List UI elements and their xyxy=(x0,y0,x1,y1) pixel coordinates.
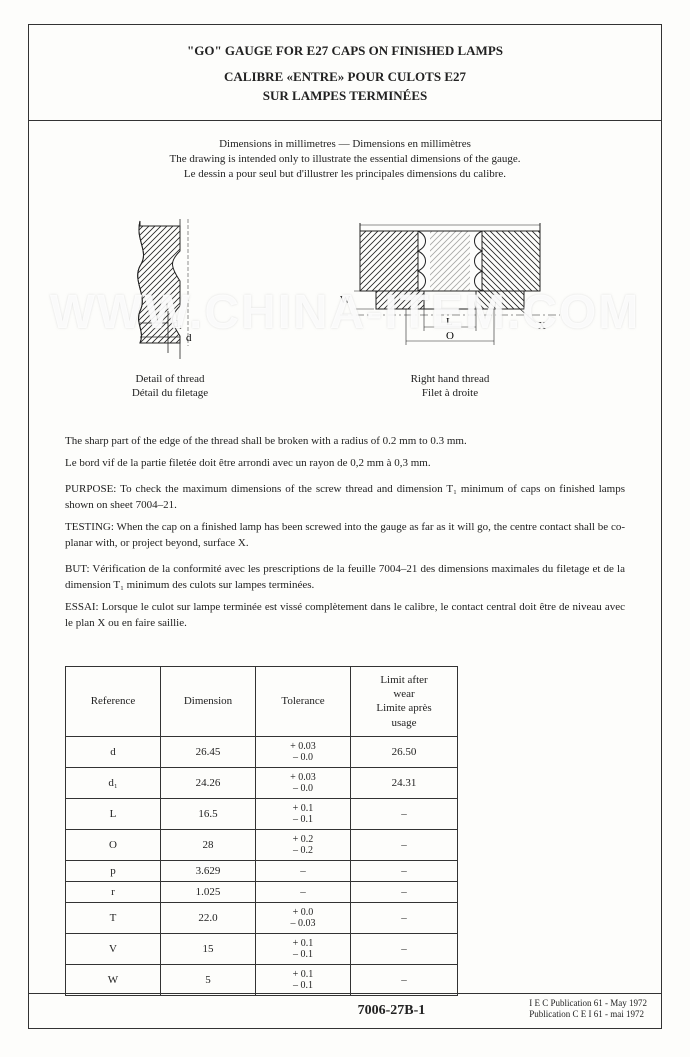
thread-caption-1: Detail of thread xyxy=(110,372,230,386)
thread-detail-svg: d₁ d xyxy=(110,211,230,361)
cell-limit: 26.50 xyxy=(351,736,458,767)
label-O: O xyxy=(446,330,454,342)
cell-reference: O xyxy=(66,829,161,860)
cell-tolerance: + 0.1– 0.1 xyxy=(256,798,351,829)
cell-reference: L xyxy=(66,798,161,829)
title-line-1: "GO" GAUGE FOR E27 CAPS ON FINISHED LAMP… xyxy=(37,41,653,61)
para-1: The sharp part of the edge of the thread… xyxy=(65,434,625,450)
table-row: W5+ 0.1– 0.1– xyxy=(66,964,458,995)
page-root: "GO" GAUGE FOR E27 CAPS ON FINISHED LAMP… xyxy=(0,0,690,1057)
title-line-3: SUR LAMPES TERMINÉES xyxy=(37,86,653,106)
para-2: Le bord vif de la partie filetée doit êt… xyxy=(65,456,625,472)
cell-reference: W xyxy=(66,964,161,995)
cell-reference: V xyxy=(66,933,161,964)
cell-dimension: 1.025 xyxy=(161,881,256,902)
title-block: "GO" GAUGE FOR E27 CAPS ON FINISHED LAMP… xyxy=(29,25,661,121)
cell-tolerance: + 0.1– 0.1 xyxy=(256,964,351,995)
gauge-caption-1: Right hand thread xyxy=(320,372,580,386)
para-4: TESTING: When the cap on a finished lamp… xyxy=(65,520,625,552)
cell-dimension: 24.26 xyxy=(161,767,256,798)
para-3: PURPOSE: To check the maximum dimensions… xyxy=(65,482,625,514)
thread-caption-2: Détail du filetage xyxy=(110,386,230,400)
cell-limit: – xyxy=(351,902,458,933)
cell-limit: – xyxy=(351,798,458,829)
cell-dimension: 3.629 xyxy=(161,860,256,881)
cell-dimension: 28 xyxy=(161,829,256,860)
figures-row: d₁ d Detail of thread Détail du filetage xyxy=(65,211,625,401)
th-reference: Reference xyxy=(66,666,161,736)
dim-note-l2: The drawing is intended only to illustra… xyxy=(65,152,625,167)
title-line-2: CALIBRE «ENTRE» POUR CULOTS E27 xyxy=(37,67,653,87)
cell-dimension: 22.0 xyxy=(161,902,256,933)
cell-reference: d₁ xyxy=(66,767,161,798)
page-frame: "GO" GAUGE FOR E27 CAPS ON FINISHED LAMP… xyxy=(28,24,662,1029)
th-dimension: Dimension xyxy=(161,666,256,736)
para-6: ESSAI: Lorsque le culot sur lampe termin… xyxy=(65,600,625,632)
table-row: r1.025–– xyxy=(66,881,458,902)
table-row: V15+ 0.1– 0.1– xyxy=(66,933,458,964)
cell-reference: p xyxy=(66,860,161,881)
cell-tolerance: + 0.1– 0.1 xyxy=(256,933,351,964)
cell-dimension: 16.5 xyxy=(161,798,256,829)
cell-limit: – xyxy=(351,860,458,881)
dim-note-l3: Le dessin a pour seul but d'illustrer le… xyxy=(65,167,625,182)
cell-dimension: 15 xyxy=(161,933,256,964)
table-row: d26.45+ 0.03– 0.026.50 xyxy=(66,736,458,767)
label-X: X xyxy=(538,320,546,332)
table-row: T22.0+ 0.0– 0.03– xyxy=(66,902,458,933)
table-row: d₁24.26+ 0.03– 0.024.31 xyxy=(66,767,458,798)
label-L: L xyxy=(446,316,453,328)
cell-limit: – xyxy=(351,829,458,860)
description-paragraphs: The sharp part of the edge of the thread… xyxy=(65,434,625,631)
label-d: d xyxy=(186,332,192,344)
cell-reference: T xyxy=(66,902,161,933)
cell-tolerance: – xyxy=(256,860,351,881)
th-tolerance: Tolerance xyxy=(256,666,351,736)
cell-reference: r xyxy=(66,881,161,902)
gauge-caption-2: Filet à droite xyxy=(320,386,580,400)
table-row: p3.629–– xyxy=(66,860,458,881)
footer-sheet-code: 7006-27B-1 xyxy=(358,1003,426,1019)
figure-thread-detail: d₁ d Detail of thread Détail du filetage xyxy=(110,211,230,401)
cell-limit: 24.31 xyxy=(351,767,458,798)
dimensions-table: Reference Dimension Tolerance Limit afte… xyxy=(65,666,458,996)
footer-pub-1: I E C Publication 61 - May 1972 xyxy=(529,998,647,1009)
table-row: O28+ 0.2– 0.2– xyxy=(66,829,458,860)
footer-bar: 7006-27B-1 I E C Publication 61 - May 19… xyxy=(29,993,661,1028)
cell-tolerance: – xyxy=(256,881,351,902)
dimension-note: Dimensions in millimetres — Dimensions e… xyxy=(65,137,625,183)
dim-note-l1: Dimensions in millimetres — Dimensions e… xyxy=(65,137,625,152)
cell-dimension: 26.45 xyxy=(161,736,256,767)
cell-tolerance: + 0.2– 0.2 xyxy=(256,829,351,860)
cell-tolerance: + 0.03– 0.0 xyxy=(256,736,351,767)
cell-limit: – xyxy=(351,964,458,995)
cell-reference: d xyxy=(66,736,161,767)
cell-dimension: 5 xyxy=(161,964,256,995)
th-limit: Limit after wear Limite après usage xyxy=(351,666,458,736)
label-d1: d₁ xyxy=(173,318,183,330)
cell-limit: – xyxy=(351,881,458,902)
para-5: BUT: Vérification de la conformité avec … xyxy=(65,562,625,594)
body-area: Dimensions in millimetres — Dimensions e… xyxy=(29,121,661,996)
table-header-row: Reference Dimension Tolerance Limit afte… xyxy=(66,666,458,736)
label-W: W xyxy=(340,294,351,306)
footer-pub-2: Publication C E I 61 - mai 1972 xyxy=(529,1009,647,1020)
cell-tolerance: + 0.0– 0.03 xyxy=(256,902,351,933)
cell-limit: – xyxy=(351,933,458,964)
table-row: L16.5+ 0.1– 0.1– xyxy=(66,798,458,829)
cell-tolerance: + 0.03– 0.0 xyxy=(256,767,351,798)
footer-publication: I E C Publication 61 - May 1972 Publicat… xyxy=(529,998,647,1020)
gauge-section-svg: W L O X xyxy=(320,211,580,361)
figure-gauge-section: W L O X Right xyxy=(320,211,580,401)
